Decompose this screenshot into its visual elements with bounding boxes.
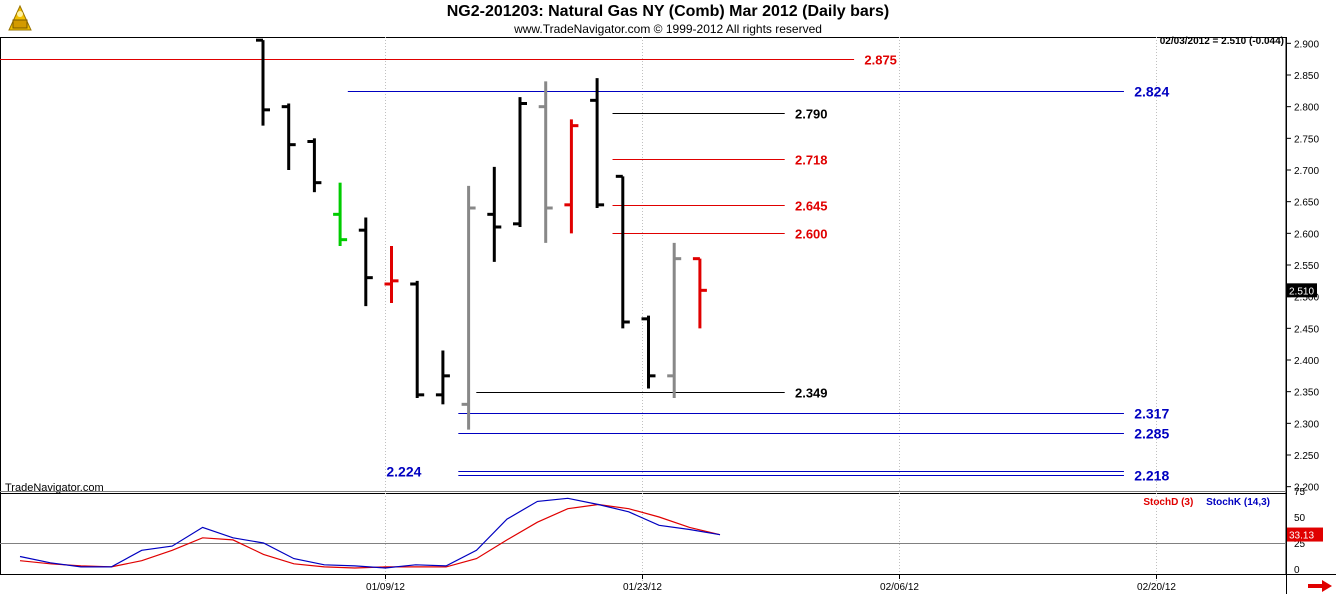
- indicator-series-line: [19, 503, 721, 569]
- level-label: 2.349: [795, 386, 828, 401]
- indicator-tick-label: 75: [1294, 487, 1306, 498]
- ohlc-bar: [641, 315, 656, 389]
- price-tick-label: 2.800: [1294, 103, 1319, 114]
- last-price-tag: [1287, 283, 1317, 298]
- price-tick-label: 2.200: [1294, 483, 1319, 494]
- price-tick-label: 2.550: [1294, 261, 1319, 272]
- last-price-label: 2.510: [1289, 286, 1314, 297]
- indicator-plot-frame: [0, 493, 1287, 575]
- ohlc-bar: [590, 78, 605, 208]
- copyright-subtitle: www.TradeNavigator.com © 1999-2012 All r…: [514, 22, 822, 36]
- indicator-tick-label: 50: [1294, 513, 1306, 524]
- level-label: 2.600: [795, 227, 828, 242]
- ohlc-bar: [692, 257, 707, 329]
- trade-navigator-logo-icon: [8, 4, 32, 31]
- price-readout: 02/03/2012 = 2.510 (-0.044): [1159, 36, 1284, 47]
- ohlc-bar: [615, 174, 630, 329]
- scroll-right-arrow-icon[interactable]: [1308, 580, 1332, 592]
- price-tick-label: 2.400: [1294, 356, 1319, 367]
- ohlc-bar: [435, 350, 450, 405]
- ohlc-bar: [487, 166, 502, 262]
- price-tick-label: 2.600: [1294, 229, 1319, 240]
- indicator-tick-label: 25: [1294, 539, 1306, 550]
- ohlc-bar: [358, 217, 373, 307]
- price-tick-label: 2.300: [1294, 419, 1319, 430]
- ohlc-bar: [256, 38, 270, 126]
- main-plot-frame: [0, 37, 1287, 494]
- ohlc-bar: [461, 185, 476, 430]
- ohlc-bar: [513, 97, 527, 227]
- indicator-readout-tag: [1287, 527, 1323, 542]
- ohlc-bar: [538, 81, 553, 243]
- ohlc-bar: [667, 242, 682, 398]
- level-label: 2.790: [795, 107, 828, 122]
- ohlc-bar: [333, 182, 348, 246]
- level-label: 2.224: [386, 464, 421, 480]
- price-tick-label: 2.900: [1294, 39, 1319, 50]
- ohlc-bar: [307, 138, 322, 193]
- level-label: 2.875: [864, 53, 897, 68]
- chart-title: NG2-201203: Natural Gas NY (Comb) Mar 20…: [446, 3, 890, 20]
- ohlc-bar: [384, 246, 399, 303]
- date-tick-label: 02/20/12: [1137, 582, 1176, 593]
- level-label: 2.718: [795, 153, 828, 168]
- level-label: 2.824: [1134, 84, 1169, 100]
- price-tick-label: 2.700: [1294, 166, 1319, 177]
- stochk-legend: StochK (14,3): [1206, 497, 1270, 508]
- indicator-tick-label: 0: [1294, 565, 1300, 576]
- price-tick-label: 2.500: [1294, 293, 1319, 304]
- stochd-legend: StochD (3): [1143, 497, 1194, 508]
- price-tick-label: 2.850: [1294, 71, 1319, 82]
- indicator-legend: StochD (3) StochK (14,3): [1133, 497, 1270, 508]
- indicator-series-line: [19, 497, 721, 569]
- price-tick-label: 2.350: [1294, 388, 1319, 399]
- date-tick-label: 01/23/12: [623, 582, 662, 593]
- ohlc-bar: [281, 103, 296, 170]
- ohlc-bar: [564, 119, 579, 234]
- level-label: 2.317: [1134, 406, 1169, 422]
- level-label: 2.285: [1134, 426, 1169, 442]
- price-tick-label: 2.450: [1294, 324, 1319, 335]
- date-tick-label: 01/09/12: [366, 582, 405, 593]
- date-tick-label: 02/06/12: [880, 582, 919, 593]
- price-tick-label: 2.750: [1294, 134, 1319, 145]
- level-label: 2.645: [795, 199, 828, 214]
- ohlc-bar: [410, 280, 425, 398]
- price-tick-label: 2.250: [1294, 451, 1319, 462]
- price-tick-label: 2.650: [1294, 198, 1319, 209]
- level-label: 2.218: [1134, 468, 1169, 484]
- indicator-readout-label: 33.13: [1289, 531, 1314, 542]
